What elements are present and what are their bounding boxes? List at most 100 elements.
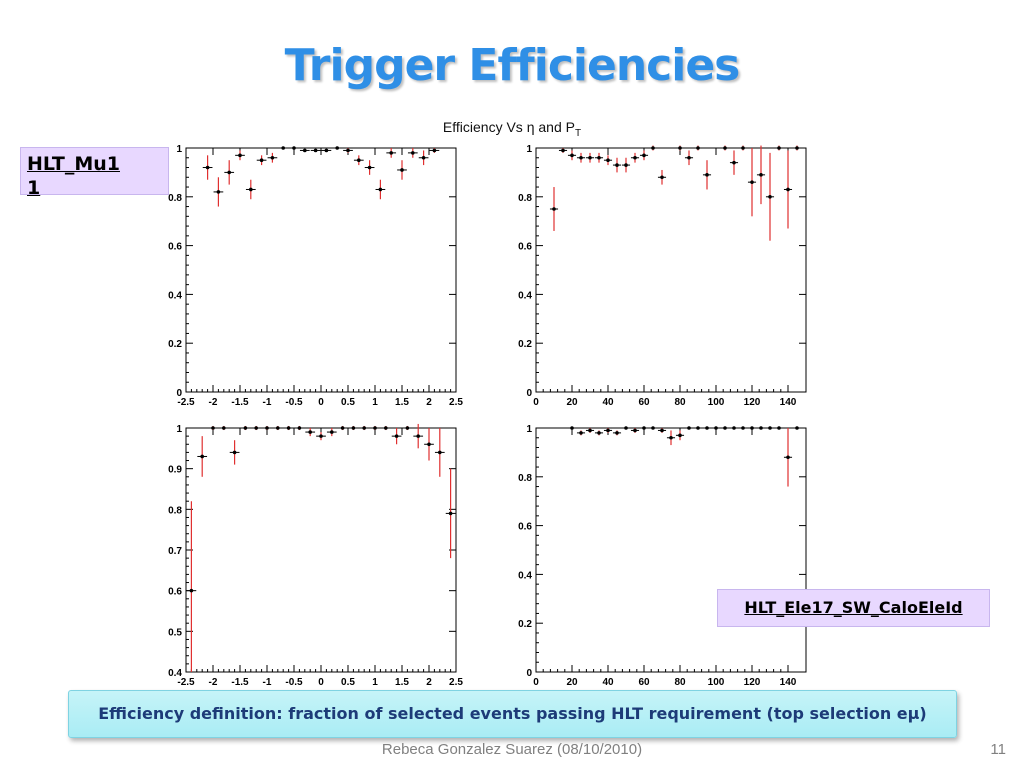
data-point [633, 155, 637, 160]
data-point [227, 170, 231, 175]
data-point [615, 163, 619, 167]
y-tick-label: 0 [176, 388, 182, 399]
x-tick-label: 0 [318, 397, 324, 408]
page-number: 11 [990, 741, 1006, 758]
x-tick-label: 0 [533, 397, 539, 408]
data-point [281, 146, 285, 150]
data-point [588, 155, 592, 160]
data-point [205, 165, 210, 170]
x-tick-label: -0.5 [285, 677, 303, 688]
data-point [286, 426, 291, 430]
x-tick-label: 100 [708, 397, 725, 408]
x-tick-label: 120 [744, 397, 761, 408]
data-point [642, 153, 646, 158]
plots-subtitle: Efficiency Vs η and PT [0, 119, 1024, 139]
y-tick-label: 0.4 [168, 290, 182, 301]
data-point [786, 187, 790, 192]
data-point [421, 155, 426, 160]
data-point [723, 146, 727, 150]
x-tick-label: 0 [318, 677, 324, 688]
electron-trigger-label: HLT_Ele17_SW_CaloEleId [717, 589, 990, 627]
muon-pt-efficiency-plot: 0 20 40 60 80 100 120 140 0 0.2 0.4 0.6 0.8 1 [518, 144, 807, 408]
data-point [222, 426, 226, 430]
x-tick-label: -1 [263, 677, 272, 688]
y-tick-label: 1 [526, 144, 532, 155]
x-tick-label: -2 [209, 397, 218, 408]
data-point [624, 426, 628, 430]
y-tick-label: 0.2 [518, 339, 532, 350]
data-point [324, 148, 329, 153]
data-point [651, 146, 655, 150]
data-point [346, 148, 350, 153]
y-tick-label: 0.4 [518, 570, 532, 581]
data-point [411, 151, 415, 155]
data-point [400, 168, 404, 172]
data-point [786, 455, 790, 460]
x-tick-label: -1.5 [231, 397, 249, 408]
y-tick-label: 0.6 [168, 587, 182, 598]
x-tick-label: -2 [209, 677, 218, 688]
data-point [292, 146, 296, 150]
data-point [367, 165, 372, 170]
data-point [741, 146, 745, 150]
y-tick-label: 0.4 [168, 668, 182, 679]
data-point [570, 426, 574, 430]
data-point [270, 155, 275, 160]
muon-trigger-label: HLT_Mu1 1 [20, 147, 169, 199]
data-point [678, 146, 682, 150]
electron-eta-efficiency-plot: -2.5 -2 -1.5 -1 -0.5 0 0.5 1 1.5 2 2.5 0.4 0.5 0.6 0.7… [168, 423, 463, 688]
muon-trigger-label-line2: 1 [27, 177, 41, 199]
muon-trigger-label-line1: HLT_Mu1 [27, 153, 120, 175]
y-tick-label: 0.2 [518, 619, 532, 630]
data-point [438, 450, 442, 455]
x-tick-label: 2.5 [449, 677, 463, 688]
subtitle-text: Efficiency Vs η and P [442, 119, 575, 135]
data-point [394, 434, 399, 438]
data-point [249, 187, 253, 192]
data-point [723, 426, 727, 430]
footer-author-date: Rebeca Gonzalez Suarez (08/10/2010) [381, 741, 643, 758]
data-point [606, 158, 610, 162]
data-point [759, 173, 763, 177]
data-point [243, 426, 248, 430]
x-tick-label: -0.5 [285, 397, 303, 408]
x-tick-label: 1 [372, 677, 378, 688]
data-point [597, 431, 601, 435]
data-point [200, 454, 204, 459]
data-point [732, 160, 736, 165]
data-point [276, 426, 280, 430]
data-point [216, 190, 221, 194]
data-point [732, 426, 736, 430]
x-tick-label: 60 [638, 677, 650, 688]
plot-frame [535, 147, 807, 393]
data-point [597, 155, 601, 160]
data-point [606, 428, 610, 433]
data-point [633, 428, 637, 433]
data-point [552, 207, 556, 211]
data-point [768, 426, 772, 430]
data-point [669, 435, 673, 440]
x-tick-label: 20 [566, 677, 578, 688]
y-tick-label: 0.7 [168, 546, 182, 557]
data-point [362, 426, 366, 430]
x-tick-label: -2.5 [177, 677, 195, 688]
data-point [389, 151, 393, 155]
x-tick-label: 2 [426, 677, 432, 688]
data-point [373, 426, 377, 430]
data-point [448, 511, 453, 516]
data-point [570, 153, 574, 158]
muon-eta-efficiency-plot: -2.5 -2 -1.5 -1 -0.5 0 0.5 1 1.5 2 2.5 0 0.2 0.4 0.6 0.… [168, 144, 463, 408]
x-tick-label: 0.5 [341, 397, 355, 408]
data-point [705, 426, 709, 430]
x-tick-label: 100 [708, 677, 725, 688]
slide-title: Trigger Efficiencies [284, 40, 741, 91]
data-point [651, 426, 655, 430]
x-tick-label: 2 [426, 397, 432, 408]
efficiency-definition-text: Efficiency definition: fraction of selec… [98, 704, 927, 723]
data-point [678, 433, 682, 438]
data-point [687, 155, 691, 160]
data-point [777, 146, 781, 150]
data-point [687, 426, 691, 430]
y-tick-label: 1 [176, 424, 182, 435]
x-tick-label: -1 [263, 397, 272, 408]
